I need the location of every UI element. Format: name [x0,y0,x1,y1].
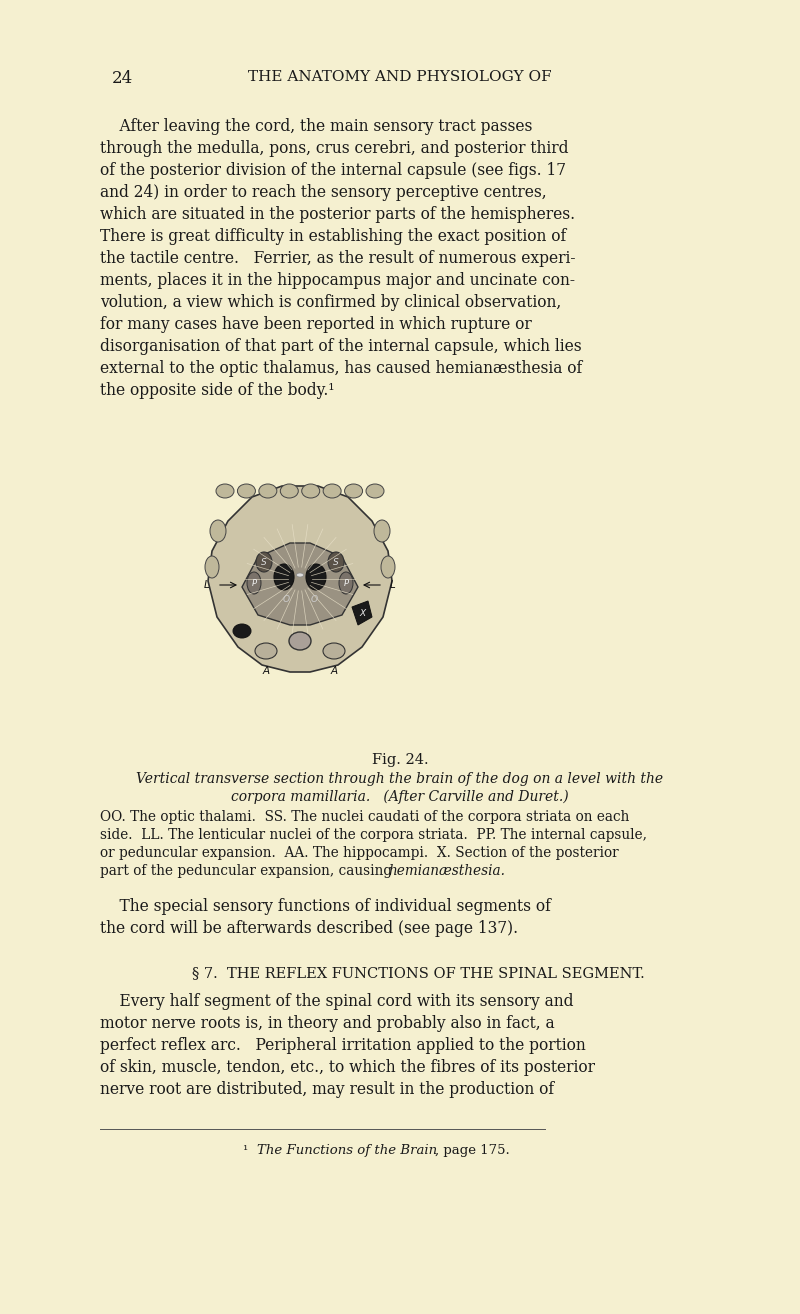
Text: of the posterior division of the internal capsule (see figs. 17: of the posterior division of the interna… [100,162,566,179]
Ellipse shape [205,556,219,578]
Text: the tactile centre.   Ferrier, as the result of numerous experi-: the tactile centre. Ferrier, as the resu… [100,250,575,267]
Ellipse shape [306,564,326,590]
Text: the opposite side of the body.¹: the opposite side of the body.¹ [100,382,334,399]
Text: Vertical transverse section through the brain of the dog on a level with the: Vertical transverse section through the … [137,773,663,786]
Text: which are situated in the posterior parts of the hemispheres.: which are situated in the posterior part… [100,206,575,223]
Text: the cord will be afterwards described (see page 137).: the cord will be afterwards described (s… [100,920,518,937]
Ellipse shape [374,520,390,541]
Ellipse shape [280,484,298,498]
Text: of skin, muscle, tendon, etc., to which the fibres of its posterior: of skin, muscle, tendon, etc., to which … [100,1059,595,1076]
Text: After leaving the cord, the main sensory tract passes: After leaving the cord, the main sensory… [100,118,532,135]
Ellipse shape [247,572,261,594]
Ellipse shape [233,624,251,639]
Text: or peduncular expansion.  AA. The hippocampi.  X. Section of the posterior: or peduncular expansion. AA. The hippoca… [100,846,618,859]
Text: nerve root are distributed, may result in the production of: nerve root are distributed, may result i… [100,1081,554,1099]
Ellipse shape [297,573,303,577]
Text: for many cases have been reported in which rupture or: for many cases have been reported in whi… [100,315,532,332]
Polygon shape [242,543,358,625]
Text: motor nerve roots is, in theory and probably also in fact, a: motor nerve roots is, in theory and prob… [100,1014,554,1031]
Text: 24: 24 [112,70,134,87]
Text: volution, a view which is confirmed by clinical observation,: volution, a view which is confirmed by c… [100,294,562,311]
Text: and 24) in order to reach the sensory perceptive centres,: and 24) in order to reach the sensory pe… [100,184,546,201]
Ellipse shape [289,632,311,650]
Text: perfect reflex arc.   Peripheral irritation applied to the portion: perfect reflex arc. Peripheral irritatio… [100,1037,586,1054]
Text: through the medulla, pons, crus cerebri, and posterior third: through the medulla, pons, crus cerebri,… [100,141,569,156]
Text: OO. The optic thalami.  SS. The nuclei caudati of the corpora striata on each: OO. The optic thalami. SS. The nuclei ca… [100,809,630,824]
Text: L: L [204,579,210,590]
Text: A: A [330,666,338,675]
Text: THE ANATOMY AND PHYSIOLOGY OF: THE ANATOMY AND PHYSIOLOGY OF [248,70,552,84]
Text: X: X [359,608,365,618]
Ellipse shape [210,520,226,541]
Text: Fig. 24.: Fig. 24. [372,753,428,767]
Text: ments, places it in the hippocampus major and uncinate con-: ments, places it in the hippocampus majo… [100,272,575,289]
Ellipse shape [339,572,353,594]
Ellipse shape [381,556,395,578]
Text: O: O [282,594,290,603]
Text: O: O [310,594,318,603]
Text: disorganisation of that part of the internal capsule, which lies: disorganisation of that part of the inte… [100,338,582,355]
Ellipse shape [259,484,277,498]
Text: external to the optic thalamus, has caused hemianæsthesia of: external to the optic thalamus, has caus… [100,360,582,377]
Ellipse shape [323,484,341,498]
Text: S: S [261,557,267,566]
Ellipse shape [216,484,234,498]
Ellipse shape [238,484,255,498]
Ellipse shape [328,552,344,572]
Ellipse shape [366,484,384,498]
Text: side.  LL. The lenticular nuclei of the corpora striata.  PP. The internal capsu: side. LL. The lenticular nuclei of the c… [100,828,647,842]
Ellipse shape [274,564,294,590]
Text: ¹: ¹ [243,1144,257,1158]
Polygon shape [352,600,372,625]
Text: Every half segment of the spinal cord with its sensory and: Every half segment of the spinal cord wi… [100,993,574,1010]
Text: , page 175.: , page 175. [435,1144,510,1158]
Ellipse shape [323,643,345,660]
Text: P: P [343,578,349,587]
Ellipse shape [302,484,320,498]
Text: L: L [390,579,396,590]
Ellipse shape [256,552,272,572]
Text: A: A [262,666,270,675]
Ellipse shape [255,643,277,660]
Text: part of the peduncular expansion, causing: part of the peduncular expansion, causin… [100,865,397,878]
Text: S: S [333,557,339,566]
Text: hemianæsthesia.: hemianæsthesia. [388,865,505,878]
Text: P: P [251,578,257,587]
Polygon shape [208,486,392,671]
Text: The special sensory functions of individual segments of: The special sensory functions of individ… [100,897,551,915]
Text: corpora mamillaria.   (After Carville and Duret.): corpora mamillaria. (After Carville and … [231,790,569,804]
Text: There is great difficulty in establishing the exact position of: There is great difficulty in establishin… [100,229,566,244]
Text: The Functions of the Brain: The Functions of the Brain [257,1144,437,1158]
Text: § 7.  THE REFLEX FUNCTIONS OF THE SPINAL SEGMENT.: § 7. THE REFLEX FUNCTIONS OF THE SPINAL … [192,966,645,980]
Ellipse shape [345,484,362,498]
